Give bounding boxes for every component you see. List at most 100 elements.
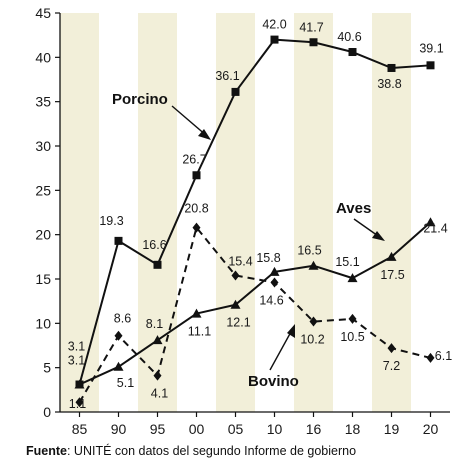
- marker-bovino-05: [231, 270, 240, 281]
- series-markers: [74, 35, 436, 408]
- marker-bovino-00: [192, 222, 201, 233]
- series-lines: [78, 38, 432, 403]
- x-tick-label-16: 16: [306, 421, 322, 437]
- arrowhead-bovino: [287, 324, 295, 338]
- marker-porcino-19: [387, 63, 396, 72]
- series-label-bovino: Bovino: [248, 373, 299, 390]
- marker-aves-20: [425, 217, 436, 227]
- data-label-aves-90: 5.1: [117, 376, 134, 390]
- marker-porcino-10: [270, 35, 279, 44]
- grid-band-95: [138, 13, 177, 412]
- marker-aves-10: [269, 266, 280, 276]
- x-tick-label-95: 95: [150, 421, 166, 437]
- data-label-bovino-20: 6.1: [435, 349, 452, 363]
- y-tick-label-5: 5: [43, 360, 51, 376]
- marker-aves-00: [191, 308, 202, 318]
- arrow-porcino: [171, 105, 208, 137]
- grid-band-16: [294, 13, 333, 412]
- data-label-bovino-05: 15.4: [228, 254, 252, 268]
- y-tick-label-45: 45: [35, 5, 51, 21]
- x-tick-label-00: 00: [189, 421, 205, 437]
- y-tick-label-0: 0: [43, 404, 51, 420]
- marker-bovino-16: [309, 316, 318, 327]
- data-label-bovino-19: 7.2: [383, 359, 400, 373]
- data-label-porcino-20: 39.1: [419, 41, 443, 55]
- y-tick-label-20: 20: [35, 227, 51, 243]
- data-label-porcino-19: 38.8: [377, 77, 401, 91]
- data-label-aves-20: 21.4: [423, 221, 447, 235]
- marker-porcino-05: [231, 87, 240, 96]
- y-tick-label-15: 15: [35, 271, 51, 287]
- marker-aves-95: [152, 335, 163, 345]
- data-label-aves-16: 16.5: [297, 244, 321, 258]
- data-label-bovino-18: 10.5: [340, 330, 364, 344]
- marker-bovino-10: [270, 277, 279, 288]
- data-label-aves-19: 17.5: [380, 268, 404, 282]
- series-line-aves: [79, 221, 432, 386]
- series-line-porcino: [78, 38, 431, 385]
- marker-porcino-00: [192, 171, 201, 180]
- y-axis-ticks: 0 5 10 15 20 25 30 35 40 45: [35, 5, 60, 420]
- marker-bovino-20: [426, 352, 435, 363]
- y-tick-label-30: 30: [35, 138, 51, 154]
- x-tick-label-18: 18: [345, 421, 361, 437]
- data-label-porcino-95: 16.6: [142, 238, 166, 252]
- x-axis-ticks: 85 90 95 00 05 10 16 18 19 20: [72, 412, 439, 437]
- x-tick-label-20: 20: [423, 421, 439, 437]
- source-note: Fuente: UNITÉ con datos del segundo Info…: [26, 443, 356, 458]
- series-label-porcino: Porcino: [112, 91, 168, 108]
- series-label-aves: Aves: [336, 200, 371, 217]
- marker-bovino-85: [75, 397, 84, 408]
- data-label-porcino-90: 19.3: [99, 214, 123, 228]
- marker-aves-19: [386, 251, 397, 261]
- marker-bovino-19: [387, 343, 396, 354]
- marker-aves-16: [308, 260, 319, 270]
- x-tick-label-10: 10: [267, 421, 283, 437]
- data-label-aves-18: 15.1: [335, 255, 359, 269]
- y-tick-label-40: 40: [35, 49, 51, 65]
- axes: [59, 13, 450, 413]
- marker-porcino-90: [114, 236, 123, 245]
- source-label: Fuente: [26, 444, 67, 458]
- marker-porcino-20: [426, 61, 435, 70]
- series-labels: Porcino Aves Bovino: [112, 91, 371, 390]
- y-tick-label-35: 35: [35, 94, 51, 110]
- x-tick-label-85: 85: [72, 421, 88, 437]
- marker-bovino-95: [153, 370, 162, 381]
- data-label-aves-00: 11.1: [188, 325, 211, 339]
- data-labels: 3.1 19.3 16.6 26.7 36.1 42.0 41.7 40.6 38.8 39.1 3…: [68, 18, 452, 412]
- marker-aves-18: [347, 273, 358, 283]
- data-label-porcino-18: 40.6: [337, 30, 361, 44]
- marker-porcino-95: [153, 260, 162, 269]
- marker-aves-85: [74, 379, 85, 389]
- marker-bovino-18: [348, 313, 357, 324]
- data-label-bovino-16: 10.2: [300, 333, 324, 347]
- x-tick-label-90: 90: [111, 421, 127, 437]
- series-line-bovino: [78, 226, 431, 403]
- marker-aves-05: [230, 299, 241, 309]
- marker-aves-90: [113, 361, 124, 371]
- y-tick-label-25: 25: [35, 182, 51, 198]
- data-label-porcino-00: 26.7: [182, 152, 206, 166]
- data-label-porcino-05: 36.1: [215, 69, 239, 83]
- y-tick-label-10: 10: [35, 315, 51, 331]
- arrowhead-porcino: [198, 129, 211, 140]
- data-label-bovino-90: 8.6: [114, 312, 131, 326]
- data-label-aves-95: 8.1: [146, 317, 163, 331]
- data-label-porcino-85: 3.1: [68, 340, 85, 354]
- data-label-bovino-10: 14.6: [259, 294, 283, 308]
- arrow-bovino: [269, 329, 293, 371]
- grid-band-85: [60, 13, 99, 412]
- grid-band-05: [216, 13, 255, 412]
- data-label-bovino-00: 20.8: [184, 202, 208, 216]
- source-text: : UNITÉ con datos del segundo Informe de…: [67, 443, 356, 458]
- marker-bovino-90: [114, 330, 123, 341]
- data-label-bovino-85: 1.1: [69, 397, 86, 411]
- x-tick-label-19: 19: [384, 421, 400, 437]
- data-label-porcino-10: 42.0: [262, 18, 286, 32]
- series-label-arrows: [171, 105, 385, 371]
- data-label-porcino-16: 41.7: [299, 20, 323, 34]
- data-label-aves-10: 15.8: [256, 251, 280, 265]
- arrowhead-aves: [372, 231, 385, 241]
